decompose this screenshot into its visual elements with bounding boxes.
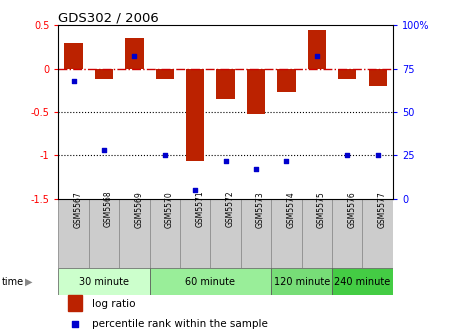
Point bbox=[374, 237, 381, 242]
Point bbox=[252, 167, 260, 172]
Bar bbox=[271, 268, 332, 295]
Text: GSM5570: GSM5570 bbox=[165, 191, 174, 227]
Point bbox=[101, 148, 108, 153]
Bar bbox=[58, 199, 89, 268]
Bar bbox=[216, 69, 235, 99]
Bar bbox=[65, 43, 83, 69]
Point bbox=[192, 187, 199, 193]
Bar bbox=[332, 199, 362, 268]
Bar bbox=[156, 69, 174, 79]
Bar bbox=[308, 30, 326, 69]
Text: GSM5573: GSM5573 bbox=[256, 191, 265, 227]
Text: 240 minute: 240 minute bbox=[335, 277, 391, 287]
Bar bbox=[89, 199, 119, 268]
Bar bbox=[338, 69, 357, 79]
Bar bbox=[247, 69, 265, 114]
Bar bbox=[150, 268, 271, 295]
Bar bbox=[150, 199, 180, 268]
Bar bbox=[180, 199, 211, 268]
Bar bbox=[271, 199, 302, 268]
Point bbox=[343, 153, 351, 158]
Point bbox=[313, 54, 321, 59]
Text: GSM5576: GSM5576 bbox=[347, 191, 356, 227]
Text: ▶: ▶ bbox=[25, 277, 32, 287]
Bar bbox=[241, 199, 271, 268]
Bar bbox=[332, 268, 393, 295]
Text: GSM5571: GSM5571 bbox=[195, 191, 204, 227]
Point bbox=[161, 153, 168, 158]
Bar bbox=[68, 295, 82, 311]
Bar bbox=[125, 38, 144, 69]
Bar bbox=[302, 199, 332, 268]
Text: GSM5575: GSM5575 bbox=[317, 191, 326, 227]
Text: log ratio: log ratio bbox=[92, 299, 135, 309]
Bar bbox=[277, 69, 295, 92]
Text: GSM5567: GSM5567 bbox=[74, 191, 83, 227]
Point bbox=[283, 158, 290, 163]
Text: time: time bbox=[1, 277, 23, 287]
Point bbox=[70, 78, 77, 83]
Bar bbox=[211, 199, 241, 268]
Text: GSM5572: GSM5572 bbox=[225, 191, 235, 227]
Text: 120 minute: 120 minute bbox=[273, 277, 330, 287]
Text: GDS302 / 2006: GDS302 / 2006 bbox=[58, 11, 159, 24]
Bar bbox=[119, 199, 150, 268]
Text: percentile rank within the sample: percentile rank within the sample bbox=[92, 320, 268, 330]
Text: 30 minute: 30 minute bbox=[79, 277, 129, 287]
Point bbox=[222, 158, 229, 163]
Point bbox=[374, 153, 381, 158]
Text: GSM5569: GSM5569 bbox=[134, 191, 143, 227]
Text: 60 minute: 60 minute bbox=[185, 277, 235, 287]
Point bbox=[131, 54, 138, 59]
Text: GSM5568: GSM5568 bbox=[104, 191, 113, 227]
Bar bbox=[95, 69, 113, 79]
Bar bbox=[58, 268, 150, 295]
Bar bbox=[369, 69, 387, 86]
Bar bbox=[362, 199, 393, 268]
Bar bbox=[186, 69, 204, 161]
Text: GSM5574: GSM5574 bbox=[286, 191, 295, 227]
Text: GSM5577: GSM5577 bbox=[378, 191, 387, 227]
